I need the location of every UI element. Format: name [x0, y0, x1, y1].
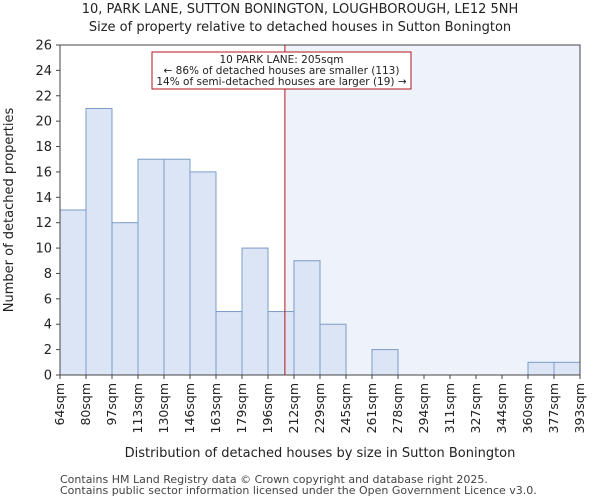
- y-tick-label-14: 14: [35, 191, 52, 206]
- bar-212sqm: [293, 260, 321, 376]
- footer-licence: Contains public sector information licen…: [60, 484, 537, 497]
- y-tick-label-2: 2: [44, 343, 52, 358]
- bar-80sqm: [85, 107, 113, 376]
- y-tick-label-0: 0: [44, 369, 52, 384]
- x-tick-label-245sqm: 245sqm: [338, 383, 353, 433]
- x-tick-label-377sqm: 377sqm: [546, 383, 561, 433]
- x-tick-label-344sqm: 344sqm: [494, 383, 509, 433]
- annotation-line-1: 10 PARK LANE: 205sqm: [219, 54, 343, 66]
- bar-163sqm: [215, 311, 243, 376]
- x-tick-label-113sqm: 113sqm: [130, 383, 145, 433]
- x-tick-label-163sqm: 163sqm: [208, 383, 223, 433]
- shaded-larger-region: [284, 45, 580, 375]
- chart-title-subtitle: Size of property relative to detached ho…: [88, 20, 512, 35]
- x-tick-label-327sqm: 327sqm: [468, 383, 483, 433]
- bar-113sqm: [137, 158, 165, 376]
- x-tick-label-97sqm: 97sqm: [104, 383, 119, 426]
- bar-97sqm: [111, 222, 139, 376]
- y-tick-label-20: 20: [35, 115, 52, 130]
- x-tick-label-146sqm: 146sqm: [182, 383, 197, 433]
- y-tick-label-8: 8: [44, 267, 52, 282]
- y-tick-label-6: 6: [44, 292, 52, 307]
- x-tick-label-311sqm: 311sqm: [442, 383, 457, 433]
- x-tick-label-64sqm: 64sqm: [52, 383, 67, 426]
- bar-360sqm: [527, 361, 555, 376]
- bar-130sqm: [163, 158, 191, 376]
- x-tick-label-179sqm: 179sqm: [234, 383, 249, 433]
- y-tick-label-18: 18: [35, 140, 52, 155]
- y-tick-label-16: 16: [35, 165, 52, 180]
- bar-261sqm: [371, 349, 399, 376]
- x-axis-label: Distribution of detached houses by size …: [125, 446, 516, 461]
- x-tick-label-212sqm: 212sqm: [286, 383, 301, 433]
- annotation-line-3: 14% of semi-detached houses are larger (…: [156, 76, 407, 88]
- x-tick-label-130sqm: 130sqm: [156, 383, 171, 433]
- annotation-line-2: ← 86% of detached houses are smaller (11…: [164, 65, 400, 77]
- bar-229sqm: [319, 323, 347, 376]
- x-tick-label-261sqm: 261sqm: [364, 383, 379, 433]
- bar-377sqm: [553, 361, 581, 376]
- y-tick-label-22: 22: [35, 89, 52, 104]
- x-tick-label-360sqm: 360sqm: [520, 383, 535, 433]
- bar-146sqm: [189, 171, 217, 376]
- x-tick-label-278sqm: 278sqm: [390, 383, 405, 433]
- chart-title-address: 10, PARK LANE, SUTTON BONINGTON, LOUGHBO…: [81, 2, 519, 17]
- x-tick-label-294sqm: 294sqm: [416, 383, 431, 433]
- annotation-box: [151, 51, 412, 90]
- bar-64sqm: [59, 209, 87, 376]
- x-tick-label-80sqm: 80sqm: [78, 383, 93, 426]
- y-tick-label-26: 26: [35, 39, 52, 54]
- y-tick-label-10: 10: [35, 242, 52, 257]
- y-tick-label-24: 24: [35, 64, 52, 79]
- y-tick-label-12: 12: [35, 216, 52, 231]
- y-tick-label-4: 4: [44, 318, 52, 333]
- bar-196sqm: [267, 311, 295, 376]
- bar-179sqm: [241, 247, 269, 376]
- x-tick-label-196sqm: 196sqm: [260, 383, 275, 433]
- x-tick-label-229sqm: 229sqm: [312, 383, 327, 433]
- footer-copyright: Contains HM Land Registry data © Crown c…: [60, 473, 488, 486]
- x-tick-label-393sqm: 393sqm: [572, 383, 587, 433]
- y-axis-label: Number of detached properties: [2, 108, 17, 313]
